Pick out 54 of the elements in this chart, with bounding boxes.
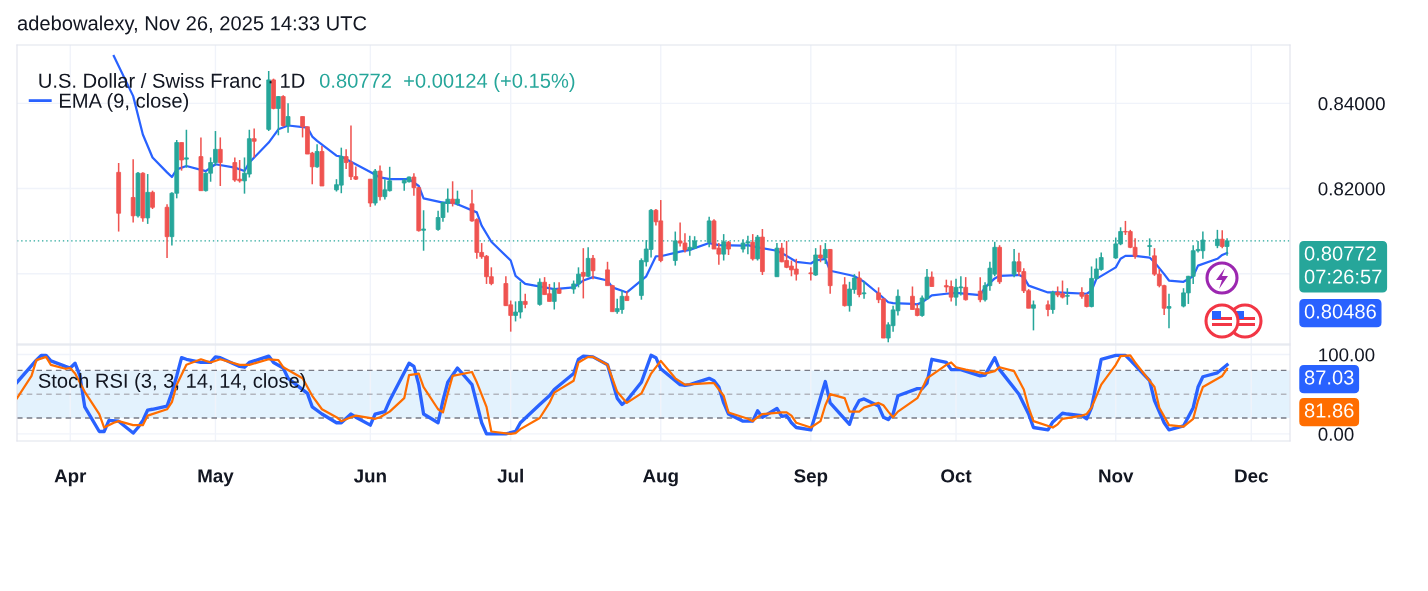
candlestick (150, 189, 155, 210)
candlestick (842, 276, 848, 308)
candlestick (232, 156, 238, 183)
candlestick (590, 254, 596, 281)
x-tick-label: Dec (1235, 469, 1268, 483)
candlestick (580, 247, 586, 300)
x-tick-label: Apr (54, 469, 87, 487)
x-tick-label: Oct (941, 469, 972, 483)
candlestick (585, 246, 591, 278)
candlestick (861, 280, 867, 300)
text: 07:26:57 (1304, 269, 1382, 284)
candlestick (856, 270, 862, 298)
ref-line-label: 0.80772 (1304, 246, 1376, 261)
candlestick (285, 102, 291, 134)
x-tick-label: Sep (794, 469, 828, 487)
candlestick (251, 127, 257, 159)
text: 0.80486 (1304, 304, 1376, 319)
candlestick (179, 141, 184, 172)
candlestick (1011, 248, 1017, 278)
candlestick (808, 266, 814, 282)
candlestick (619, 289, 625, 315)
text: 81.86 (1304, 403, 1354, 418)
candlestick (1166, 292, 1172, 330)
candlestick (184, 128, 189, 169)
candlestick (813, 247, 819, 277)
candlestick (793, 258, 799, 282)
legend-label: EMA (9, close) (59, 93, 189, 112)
y-tick-label: 100.00 (1319, 348, 1375, 362)
annotation: 0.80772 +0.00124 (+0.15%) (319, 73, 575, 92)
x-tick-label: May (198, 469, 234, 487)
text: 87.03 (1304, 370, 1354, 385)
x-tick-label: Jul (497, 468, 523, 483)
candlestick (750, 233, 756, 262)
candlestick (217, 136, 223, 187)
candlestick (948, 279, 954, 303)
candlestick (348, 124, 354, 181)
candlestick (551, 281, 557, 311)
candlestick (276, 95, 281, 137)
y-tick-label: 0.82000 (1318, 182, 1385, 196)
x-tick-label: Nov (1099, 469, 1134, 483)
chart-title: adebowalexy, Nov 26, 2025 14:33 UTC (17, 15, 367, 35)
candlestick (450, 180, 455, 208)
candlestick (963, 276, 969, 302)
candlestick (537, 277, 543, 307)
y-tick-label: 0.84000 (1318, 97, 1385, 111)
candlestick (953, 278, 959, 307)
candlestick (1050, 289, 1056, 315)
x-tick-label: Jun (353, 469, 386, 483)
y-tick-label: 0.00 (1318, 427, 1354, 441)
candlestick (522, 292, 528, 309)
candlestick (1031, 299, 1036, 332)
x-tick-label: Aug (643, 469, 678, 487)
candlestick (367, 178, 373, 208)
candlestick (382, 178, 388, 201)
